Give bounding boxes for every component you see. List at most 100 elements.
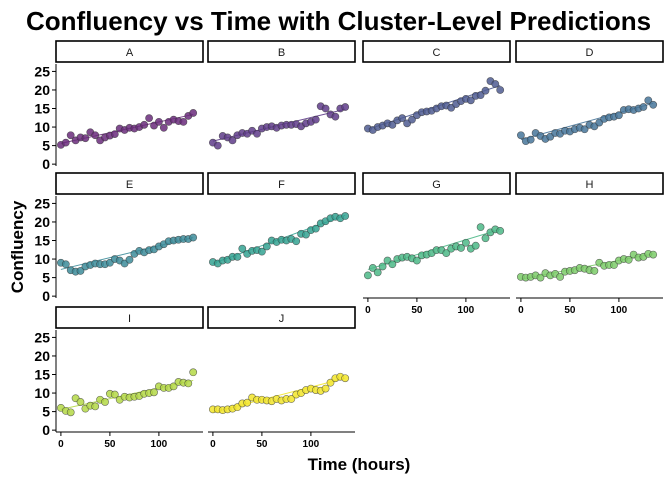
data-point (61, 138, 70, 147)
data-point (311, 224, 320, 233)
facet-strip (207, 40, 356, 63)
data-point (110, 130, 119, 139)
y-tick-label: 25 (34, 329, 50, 345)
data-point (238, 244, 247, 253)
facet-panel-i: I 0 5 10 15 20 25 0 50 100 (34, 306, 204, 450)
y-tick-label: 15 (34, 367, 50, 383)
data-point (257, 247, 266, 256)
data-point (610, 261, 618, 269)
x-tick-label: 50 (104, 439, 116, 450)
x-axis-title: Time (hours) (308, 455, 411, 474)
facet-strip (362, 172, 511, 195)
data-point (649, 100, 658, 109)
facet-strip-label: G (432, 179, 441, 191)
facet-strip-label: H (586, 179, 594, 191)
data-point (341, 103, 350, 111)
facet-panel-h: H 0 50 100 (515, 172, 664, 316)
x-tick-label: 0 (58, 439, 64, 450)
data-point (189, 109, 198, 117)
facet-strip-label: F (278, 179, 285, 191)
data-point (580, 125, 589, 134)
facet-panel-e: E 0 5 10 15 20 25 (34, 172, 204, 304)
facet-strip (207, 306, 356, 329)
facet-strip-label: A (126, 47, 134, 59)
data-point (101, 398, 109, 406)
facet-panel-f: F (207, 172, 356, 268)
facet-strip (515, 40, 664, 63)
data-point (233, 252, 242, 261)
data-point (639, 103, 648, 111)
data-point (189, 368, 198, 377)
data-point (184, 379, 193, 388)
data-point (649, 250, 658, 259)
data-point (398, 114, 407, 123)
facet-strip-label: E (126, 179, 133, 191)
x-tick-label: 0 (210, 439, 216, 450)
chart-title: Confluency vs Time with Cluster-Level Pr… (26, 6, 651, 36)
data-point (91, 402, 100, 411)
data-point (66, 131, 75, 140)
data-point (213, 141, 222, 150)
data-point (341, 374, 350, 383)
data-point (615, 111, 623, 120)
data-point (476, 91, 485, 100)
x-tick-label: 0 (518, 305, 524, 316)
y-tick-label: 0 (42, 156, 50, 172)
data-point (644, 96, 653, 105)
facet-strip-label: I (128, 313, 131, 325)
y-tick-label: 0 (42, 288, 50, 304)
data-point (556, 272, 564, 281)
y-tick-label: 5 (42, 138, 50, 154)
facet-panel-b: B (207, 40, 356, 150)
y-tick-label: 10 (34, 119, 50, 135)
y-axis-title: Confluency (8, 200, 27, 293)
facet-strip (362, 40, 511, 63)
data-point (179, 117, 188, 126)
data-point (159, 123, 168, 132)
facet-strip (207, 172, 356, 195)
x-tick-label: 100 (458, 305, 475, 316)
data-point (526, 135, 535, 144)
data-point (476, 223, 485, 232)
data-point (321, 104, 330, 113)
x-tick-label: 50 (564, 305, 576, 316)
y-tick-label: 20 (34, 82, 50, 98)
data-point (287, 395, 296, 403)
data-point (311, 115, 320, 124)
y-tick-label: 15 (34, 233, 50, 249)
x-tick-label: 100 (303, 439, 320, 450)
data-point (91, 131, 100, 140)
data-point (491, 80, 500, 88)
data-point (373, 268, 382, 277)
data-point (341, 212, 350, 220)
facet-strip (515, 172, 664, 195)
data-point (457, 244, 465, 252)
data-point (388, 120, 397, 129)
facet-strip-label: D (586, 47, 594, 59)
data-point (590, 267, 599, 275)
facet-panel-g: G 0 50 100 (362, 172, 511, 316)
y-tick-label: 10 (34, 385, 50, 401)
data-point (302, 230, 310, 239)
facet-strip (55, 40, 204, 63)
data-point (536, 273, 545, 282)
facet-panel-a: A 0 5 10 15 20 25 (34, 40, 204, 172)
data-point (76, 398, 85, 406)
data-point (292, 237, 301, 246)
facet-strip-label: J (279, 313, 285, 325)
data-point (408, 115, 416, 124)
y-tick-label: 25 (34, 195, 50, 211)
facet-strip-label: B (278, 47, 285, 59)
facet-panel-d: D (515, 40, 664, 146)
data-point (125, 255, 134, 264)
data-point (326, 378, 335, 387)
data-point (471, 241, 480, 250)
data-point (76, 267, 85, 275)
data-point (110, 390, 119, 399)
y-tick-label: 15 (34, 101, 50, 117)
data-point (442, 249, 451, 258)
data-point (363, 271, 372, 280)
facet-strip (55, 306, 204, 329)
